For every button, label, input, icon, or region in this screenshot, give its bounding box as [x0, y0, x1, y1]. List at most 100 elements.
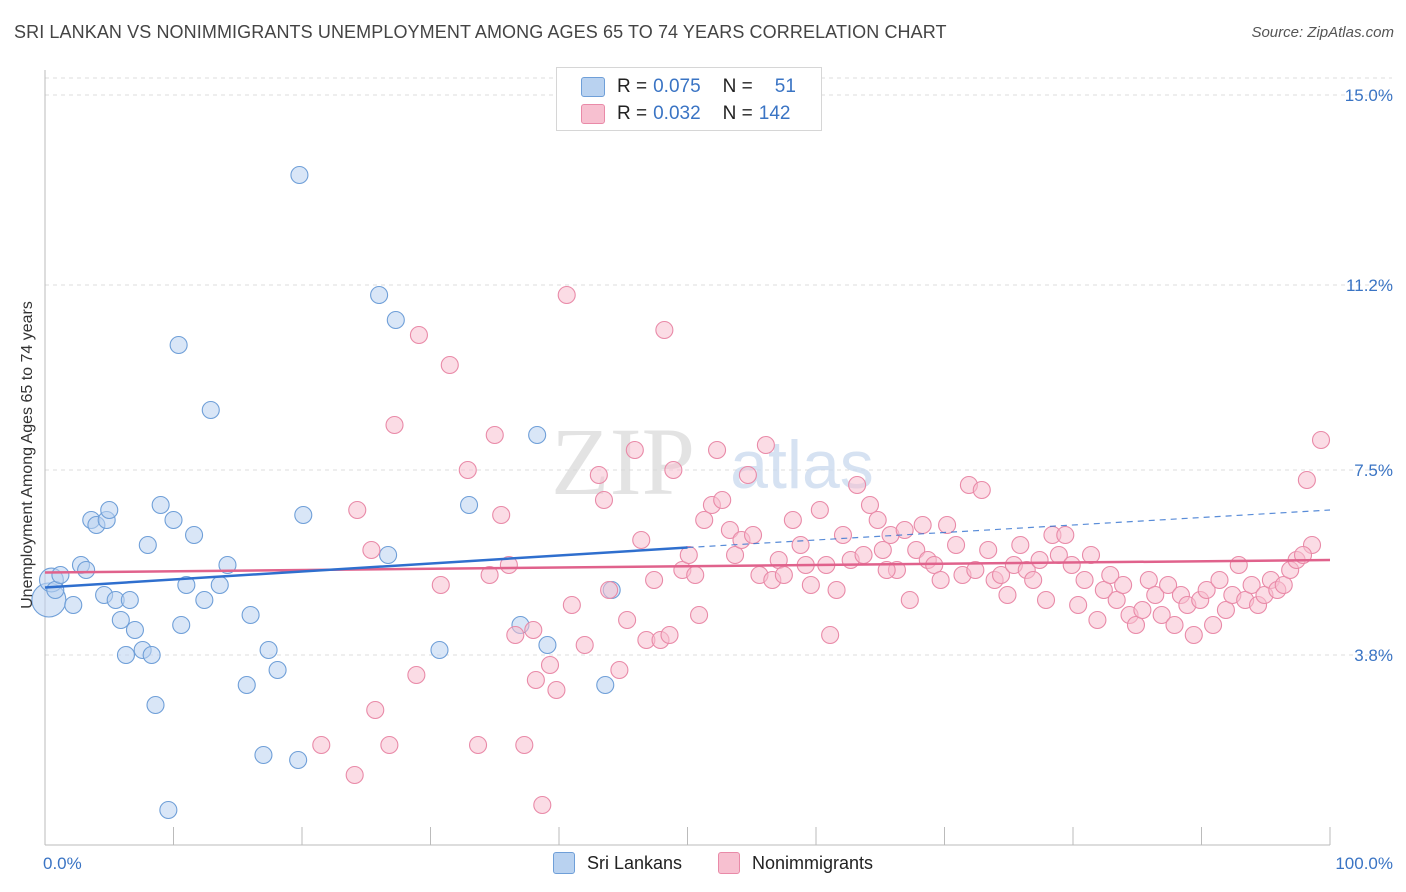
- sri-lankan-point: [51, 565, 70, 585]
- nonimmigrant-point: [655, 320, 674, 340]
- sri-lankan-point: [201, 400, 220, 420]
- source-credit: Source: ZipAtlas.com: [1251, 24, 1394, 41]
- sri-lankan-point: [111, 610, 130, 630]
- legend-item-nonimmigrants[interactable]: Nonimmigrants: [718, 852, 873, 874]
- nonimmigrant-point: [966, 560, 985, 580]
- nonimmigrant-point: [1133, 600, 1152, 620]
- sri-lankan-point: [237, 675, 256, 695]
- legend-swatch-pink: [718, 852, 740, 874]
- nonimmigrant-point: [713, 490, 732, 510]
- trend-lines: [44, 509, 1331, 589]
- nonimmigrant-point: [515, 735, 534, 755]
- nonimmigrant-point: [618, 610, 637, 630]
- sri-lankan-point: [64, 595, 83, 615]
- nonimmigrant-point: [1088, 610, 1107, 630]
- nonimmigrant-point: [594, 490, 614, 510]
- sri-lankan-point: [370, 285, 389, 305]
- nonimmigrant-point: [708, 440, 727, 460]
- nonimmigrant-point: [827, 580, 846, 600]
- nonimmigrant-point: [725, 545, 745, 565]
- nonimmigrant-point: [783, 510, 802, 530]
- sri-lankan-point: [430, 640, 449, 660]
- nonimmigrant-point: [821, 625, 840, 645]
- sri-lankan-point: [142, 645, 161, 665]
- nonimmigrant-point: [1204, 615, 1223, 635]
- sri-lankan-point: [294, 505, 313, 525]
- correlation-legend: R = 0.075 N = 51 R = 0.032 N = 142: [556, 67, 822, 131]
- axes: [44, 70, 1331, 846]
- sri-lankan-point: [195, 590, 214, 610]
- nonimmigrant-point: [810, 500, 829, 520]
- nonimmigrant-point: [1107, 590, 1126, 610]
- nonimmigrant-point: [998, 585, 1017, 605]
- nonimmigrant-point: [854, 545, 873, 565]
- y-tick-label: 11.2%: [1346, 276, 1393, 295]
- watermark: ZIP atlas: [551, 408, 874, 515]
- nonimmigrant-point: [485, 425, 504, 445]
- nonimmigrant-point: [1139, 570, 1158, 590]
- legend-n-value: 51: [774, 76, 796, 97]
- y-tick-label: 3.8%: [1354, 646, 1393, 665]
- nonimmigrant-point: [660, 625, 679, 645]
- nonimmigrant-point: [1184, 625, 1203, 645]
- nonimmigrant-point: [431, 575, 450, 595]
- nonimmigrant-point: [1242, 575, 1261, 595]
- sri-lankan-point: [138, 535, 157, 555]
- legend-label-sri-lankans: Sri Lankans: [587, 852, 683, 873]
- sri-lankan-point: [289, 750, 308, 770]
- nonimmigrant-point: [686, 565, 705, 585]
- nonimmigrant-point: [1146, 585, 1165, 605]
- gridlines: [45, 77, 1392, 656]
- nonimmigrant-point: [407, 665, 426, 685]
- nonimmigrant-point: [1094, 580, 1113, 600]
- nonimmigrant-point: [366, 700, 385, 720]
- nonimmigrant-point: [345, 765, 364, 785]
- sri-lankan-point: [46, 580, 65, 600]
- nonimmigrant-point: [1274, 575, 1293, 595]
- series-sri-lankans: [31, 165, 621, 820]
- nonimmigrant-point: [1126, 615, 1146, 635]
- nonimmigrant-point: [756, 435, 775, 455]
- nonimmigrant-point: [547, 680, 566, 700]
- nonimmigrant-point: [690, 605, 709, 625]
- nonimmigrant-point: [972, 480, 991, 500]
- series-legend: Sri Lankans Nonimmigrants: [0, 852, 1406, 878]
- nonimmigrant-point: [947, 535, 966, 555]
- nonimmigrant-point: [625, 440, 644, 460]
- nonimmigrant-point: [1069, 595, 1088, 615]
- nonimmigrant-point: [979, 540, 998, 560]
- nonimmigrant-point: [632, 530, 651, 550]
- nonimmigrant-point: [860, 495, 880, 515]
- legend-swatch-blue: [581, 77, 605, 97]
- nonimmigrant-point: [1159, 575, 1178, 595]
- nonimmigrant-point: [833, 525, 853, 545]
- sri-lankan-point: [164, 510, 183, 530]
- nonimmigrant-point: [720, 520, 739, 540]
- nonimmigrant-point: [480, 565, 499, 585]
- sri-lankan-point: [77, 560, 96, 580]
- y-tick-label: 7.5%: [1354, 461, 1393, 480]
- legend-item-sri-lankans[interactable]: Sri Lankans: [553, 852, 682, 874]
- sri-lankan-point: [120, 590, 139, 610]
- nonimmigrant-point: [774, 565, 793, 585]
- nonimmigrant-point: [907, 540, 926, 560]
- legend-n-value: 142: [758, 103, 791, 124]
- nonimmigrant-point: [533, 795, 552, 815]
- sri-lankan-point: [528, 425, 547, 445]
- nonimmigrant-point: [743, 525, 763, 545]
- sri-lankan-point: [151, 495, 170, 515]
- legend-swatch-blue: [553, 852, 575, 874]
- nonimmigrant-point: [1152, 605, 1171, 625]
- nonimmigrant-point: [1229, 555, 1248, 575]
- nonimmigrant-point: [938, 515, 957, 535]
- sri-lankan-point: [596, 675, 615, 695]
- nonimmigrant-point: [877, 560, 896, 580]
- nonimmigrant-point: [458, 460, 477, 480]
- nonimmigrant-point: [562, 595, 581, 615]
- sri-lankan-point: [146, 695, 165, 715]
- nonimmigrant-point: [524, 620, 543, 640]
- legend-row-nonimmigrants: R = 0.032 N = 142: [581, 101, 790, 127]
- sri-lankan-point: [116, 645, 136, 665]
- legend-r-label: R =: [617, 103, 648, 124]
